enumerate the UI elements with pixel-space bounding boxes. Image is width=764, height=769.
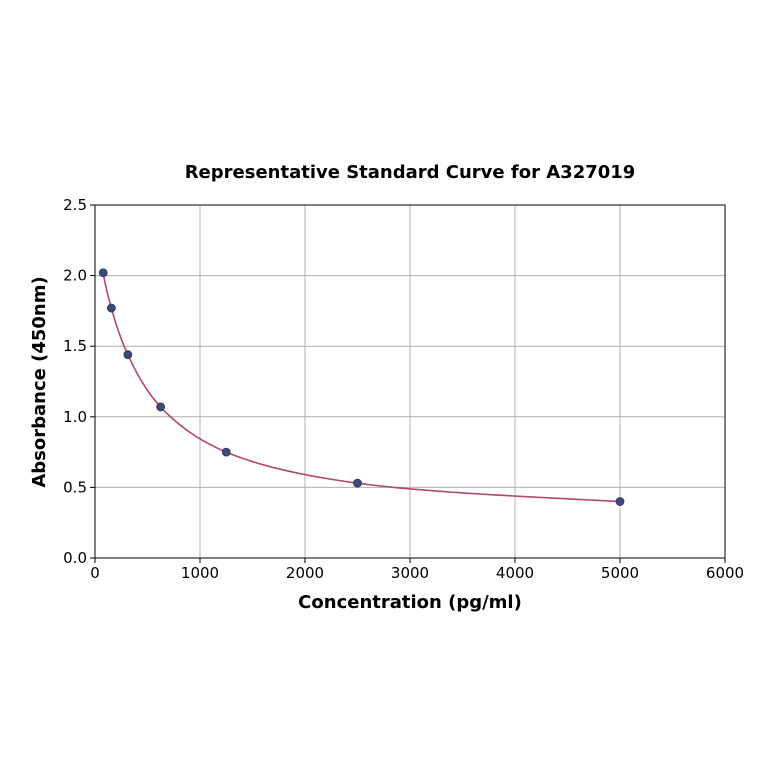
chart-title: Representative Standard Curve for A32701…: [185, 162, 636, 183]
data-point: [615, 497, 625, 506]
y-axis-label: Absorbance (450nm): [29, 276, 50, 487]
data-point: [123, 350, 133, 360]
data-points: [98, 268, 625, 506]
data-point: [221, 447, 231, 457]
y-axis-ticks: 0.0 0.5 1.0 1.5 2.0 2.5: [63, 196, 95, 567]
y-tick-label: 0.0: [63, 549, 87, 567]
x-tick-label: 0: [90, 564, 100, 582]
data-point: [156, 402, 166, 412]
x-tick-label: 6000: [706, 564, 744, 582]
fit-curve-line: [102, 272, 621, 503]
x-tick-label: 3000: [391, 564, 429, 582]
y-tick-label: 2.0: [63, 267, 87, 285]
x-axis-label: Concentration (pg/ml): [298, 592, 522, 613]
data-point: [353, 478, 362, 488]
y-tick-label: 0.5: [63, 478, 87, 496]
grid-lines: [94, 204, 726, 559]
x-tick-label: 1000: [181, 564, 219, 582]
x-tick-label: 5000: [601, 564, 639, 582]
x-tick-label: 4000: [496, 564, 534, 582]
x-tick-label: 2000: [286, 564, 324, 582]
y-tick-label: 2.5: [63, 196, 87, 214]
x-axis-ticks: 0 1000 2000 3000 4000 5000 6000: [90, 558, 744, 582]
data-point: [107, 303, 116, 313]
y-tick-label: 1.5: [63, 337, 87, 355]
data-point: [98, 268, 108, 278]
y-tick-label: 1.0: [63, 408, 87, 426]
